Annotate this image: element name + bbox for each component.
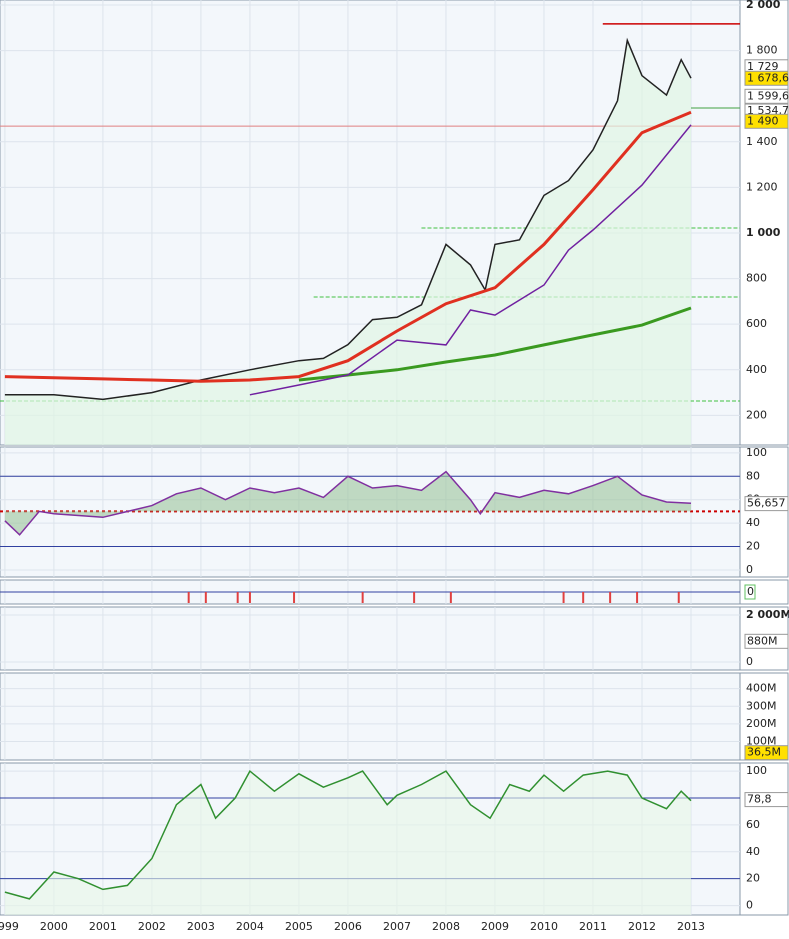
series-line	[298, 306, 692, 382]
y-tick-label: 0	[746, 899, 753, 912]
y-tick-label: 20	[746, 540, 760, 553]
y-tick-label: 200	[746, 408, 767, 421]
y-tick-label: 300M	[746, 699, 777, 712]
y-tick-label: 1 400	[746, 135, 778, 148]
x-tick-label: 2001	[89, 920, 117, 933]
price-label-box	[744, 633, 789, 649]
y-tick-label: 0	[746, 655, 753, 668]
x-tick-label: 2010	[530, 920, 558, 933]
y-tick-label: 800	[746, 272, 767, 285]
panel	[0, 672, 741, 761]
series-line	[4, 470, 692, 536]
price-label-box	[744, 88, 789, 104]
y-tick-label: 2 000M	[746, 608, 789, 621]
panel	[0, 606, 741, 671]
count-label: 0	[747, 585, 754, 598]
x-tick-label: 2008	[432, 920, 460, 933]
y-tick-label: 20	[746, 872, 760, 885]
y-tick-label: 100	[746, 764, 767, 777]
price-label-box	[744, 496, 789, 512]
y-tick-label: 1 000	[746, 226, 781, 239]
x-tick-label: 2005	[285, 920, 313, 933]
price-label: 1 678,61	[747, 71, 789, 84]
x-tick-label: 2006	[334, 920, 362, 933]
series-line	[4, 37, 692, 401]
x-tick-label: 2009	[481, 920, 509, 933]
count-box	[744, 584, 756, 600]
x-tick-label: 2000	[40, 920, 68, 933]
y-tick-label: 400	[746, 363, 767, 376]
price-label: 1 490	[747, 114, 779, 127]
y-tick-label: 40	[746, 516, 760, 529]
y-tick-label: 400M	[746, 682, 777, 695]
y-tick-label: 60	[746, 818, 760, 831]
y-tick-label: 100	[746, 446, 767, 459]
y-tick-label: 100M	[746, 735, 777, 748]
x-tick-label: 2004	[236, 920, 264, 933]
stoch-area	[4, 771, 691, 915]
price-label-box	[744, 113, 789, 129]
price-label-box	[744, 792, 789, 808]
price-label: 1 599,6	[747, 89, 789, 102]
axis-panel	[739, 762, 789, 916]
price-label-box	[744, 70, 789, 86]
x-tick-label: 2003	[187, 920, 215, 933]
x-tick-label: 2011	[579, 920, 607, 933]
axis-panel	[739, 446, 789, 578]
y-tick-label: 0	[746, 563, 753, 576]
price-label: 56,657	[747, 497, 786, 510]
price-label: 36,5M	[747, 746, 781, 759]
series-line	[4, 769, 692, 900]
price-area	[4, 40, 691, 446]
series-line	[249, 124, 692, 396]
x-tick-label: 2013	[677, 920, 705, 933]
price-label: 880M	[747, 634, 778, 647]
y-tick-label: 1 200	[746, 180, 778, 193]
x-tick-label: 2007	[383, 920, 411, 933]
y-tick-label: 2 000	[746, 0, 781, 11]
series-line	[4, 110, 692, 383]
x-tick-label: 2012	[628, 920, 656, 933]
y-tick-label: 40	[746, 845, 760, 858]
price-label: 78,8	[747, 793, 772, 806]
x-tick-label: 2002	[138, 920, 166, 933]
y-tick-label: 200M	[746, 717, 777, 730]
y-tick-label: 80	[746, 469, 760, 482]
price-label-box	[744, 745, 789, 761]
x-tick-label: 1999	[0, 920, 19, 933]
y-tick-label: 600	[746, 317, 767, 330]
y-tick-label: 1 800	[746, 44, 778, 57]
price-label: 1 729	[747, 60, 779, 73]
rsi-area	[4, 471, 691, 535]
